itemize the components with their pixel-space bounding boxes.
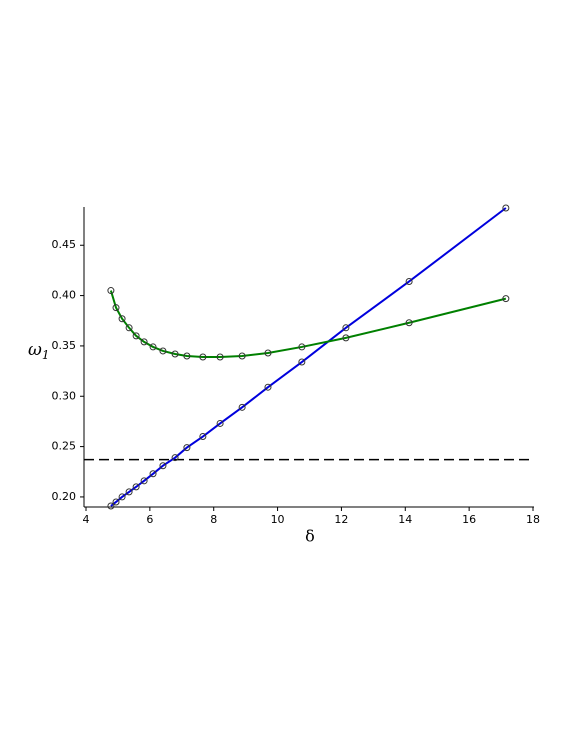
y-tick-label: 0.45: [52, 238, 77, 251]
y-label-symbol: ω: [28, 340, 42, 360]
y-tick-label: 0.20: [52, 490, 77, 503]
x-tick-label: 4: [83, 513, 90, 526]
point-marker: [183, 352, 191, 360]
x-tick-label: 6: [146, 513, 153, 526]
x-tick-label: 16: [462, 513, 476, 526]
point-marker: [132, 483, 140, 491]
point-marker: [216, 353, 224, 361]
point-marker: [159, 347, 167, 355]
point-marker: [199, 433, 207, 441]
point-marker: [264, 349, 272, 357]
point-marker: [171, 350, 179, 358]
point-marker: [405, 277, 413, 285]
y-tick-label: 0.30: [52, 389, 77, 402]
point-marker: [405, 319, 413, 327]
point-marker: [502, 204, 510, 212]
point-marker: [118, 493, 126, 501]
point-marker: [298, 358, 306, 366]
point-marker: [159, 462, 167, 470]
x-tick-label: 10: [271, 513, 285, 526]
point-marker: [140, 338, 148, 346]
point-marker: [502, 295, 510, 303]
point-marker: [125, 324, 133, 332]
point-marker: [342, 324, 350, 332]
x-tick-label: 18: [526, 513, 540, 526]
point-marker: [264, 383, 272, 391]
point-marker: [112, 304, 120, 312]
point-marker: [149, 470, 157, 478]
point-marker: [125, 488, 133, 496]
y-label-subscript: 1: [42, 348, 50, 362]
y-axis-label: ω1: [28, 340, 50, 362]
point-marker: [112, 498, 120, 506]
point-marker: [183, 444, 191, 452]
point-marker: [171, 454, 179, 462]
point-marker: [298, 343, 306, 351]
series-line: [109, 290, 507, 358]
x-tick-label: 14: [398, 513, 412, 526]
point-marker: [118, 315, 126, 323]
series-line: [110, 207, 507, 507]
point-marker: [199, 353, 207, 361]
x-tick-label: 8: [210, 513, 217, 526]
point-marker: [149, 343, 157, 351]
point-marker: [140, 477, 148, 485]
point-marker: [107, 502, 115, 510]
point-marker: [107, 287, 115, 295]
point-marker: [238, 352, 246, 360]
y-tick-label: 0.25: [52, 440, 77, 453]
point-marker: [132, 332, 140, 340]
y-tick-label: 0.35: [52, 339, 77, 352]
point-marker: [238, 403, 246, 411]
point-marker: [216, 419, 224, 427]
point-marker: [342, 334, 350, 342]
y-tick-label: 0.40: [52, 289, 77, 302]
x-tick-label: 12: [334, 513, 348, 526]
x-axis-label: δ: [305, 527, 315, 546]
